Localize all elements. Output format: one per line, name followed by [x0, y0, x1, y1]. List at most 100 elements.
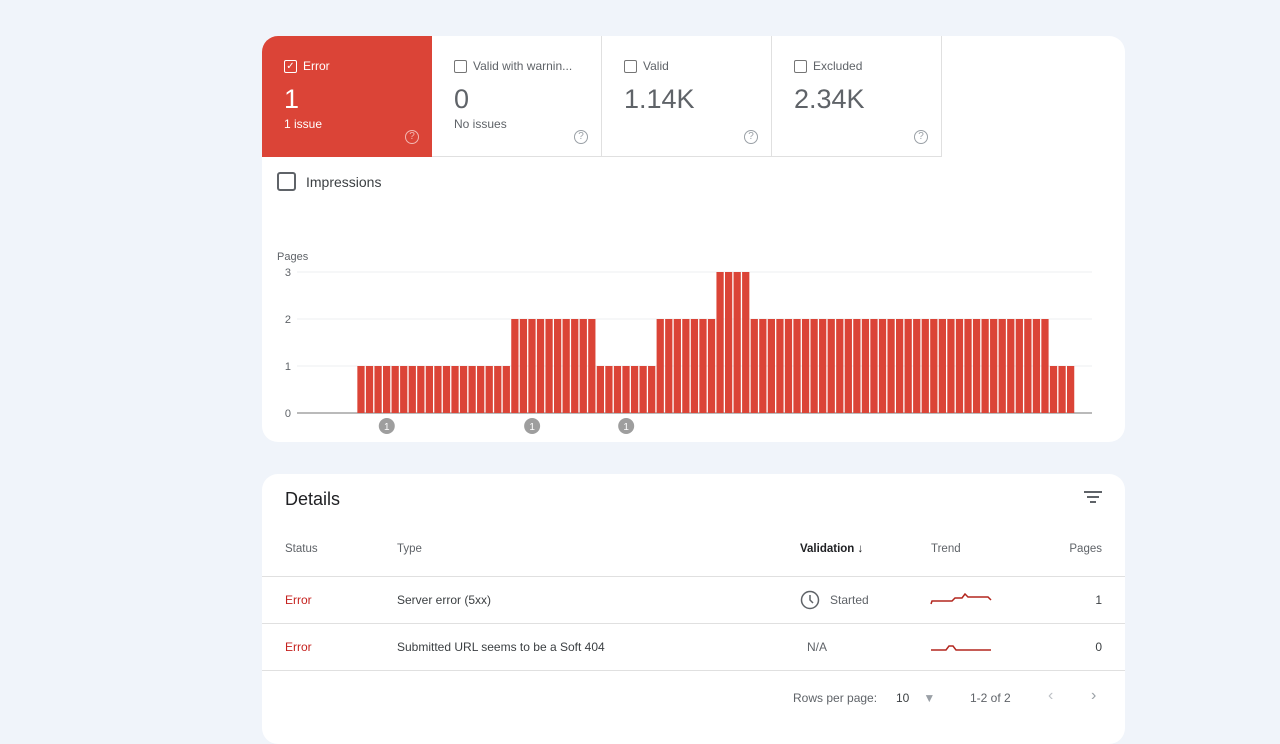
bar[interactable] — [408, 366, 416, 413]
bar[interactable] — [1041, 319, 1049, 413]
bar[interactable] — [1032, 319, 1041, 413]
bar[interactable] — [1007, 319, 1015, 413]
bar[interactable] — [759, 319, 767, 413]
bar[interactable] — [819, 319, 827, 413]
bar[interactable] — [579, 319, 587, 413]
bar[interactable] — [477, 366, 485, 413]
bar[interactable] — [1058, 366, 1066, 413]
checkbox-icon[interactable] — [454, 59, 467, 73]
bar[interactable] — [528, 319, 536, 413]
annotation-marker[interactable] — [618, 418, 635, 434]
bar[interactable] — [554, 319, 562, 413]
bar[interactable] — [725, 272, 733, 413]
bar[interactable] — [622, 366, 630, 413]
bar[interactable] — [485, 366, 493, 413]
bar[interactable] — [716, 272, 724, 413]
excluded-card[interactable]: Excluded 2.34K ? — [772, 36, 942, 157]
bar[interactable] — [605, 366, 613, 413]
bar[interactable] — [878, 319, 887, 413]
bar[interactable] — [990, 319, 998, 413]
bar[interactable] — [639, 366, 647, 413]
checkbox-icon[interactable] — [794, 59, 807, 73]
bar[interactable] — [1067, 366, 1075, 413]
header-status[interactable]: Status — [285, 543, 318, 555]
bar[interactable] — [596, 366, 604, 413]
valid-card[interactable]: Valid 1.14K ? — [602, 36, 772, 157]
bar[interactable] — [648, 366, 656, 413]
bar[interactable] — [425, 366, 433, 413]
bar[interactable] — [972, 319, 981, 413]
bar[interactable] — [613, 366, 622, 413]
bar[interactable] — [391, 366, 399, 413]
header-type[interactable]: Type — [397, 543, 422, 555]
header-pages[interactable]: Pages — [1069, 543, 1102, 555]
bar[interactable] — [417, 366, 425, 413]
bar[interactable] — [1024, 319, 1032, 413]
bar[interactable] — [955, 319, 964, 413]
bar[interactable] — [887, 319, 895, 413]
bar[interactable] — [383, 366, 391, 413]
rows-per-page-select[interactable]: 10 ▼ — [896, 691, 935, 705]
bar[interactable] — [442, 366, 451, 413]
bar[interactable] — [562, 319, 570, 413]
bar[interactable] — [365, 366, 374, 413]
bar[interactable] — [536, 319, 545, 413]
bar[interactable] — [913, 319, 921, 413]
bar[interactable] — [1049, 366, 1058, 413]
bar[interactable] — [630, 366, 639, 413]
bar[interactable] — [938, 319, 946, 413]
valid-warning-card[interactable]: Valid with warnin... 0 No issues ? — [432, 36, 602, 157]
bar[interactable] — [801, 319, 810, 413]
bar[interactable] — [750, 319, 758, 413]
checkbox-checked-icon[interactable]: ✓ — [284, 59, 297, 73]
bar[interactable] — [374, 366, 382, 413]
bar[interactable] — [947, 319, 955, 413]
bar[interactable] — [836, 319, 844, 413]
bar[interactable] — [682, 319, 690, 413]
next-page-button[interactable]: › — [1091, 687, 1097, 704]
help-icon[interactable]: ? — [914, 130, 928, 144]
bar[interactable] — [870, 319, 878, 413]
bar[interactable] — [921, 319, 929, 413]
annotation-marker[interactable] — [524, 418, 541, 434]
bar[interactable] — [784, 319, 793, 413]
checkbox-icon[interactable] — [277, 172, 296, 191]
bar[interactable] — [896, 319, 904, 413]
bar[interactable] — [981, 319, 989, 413]
header-validation[interactable]: Validation ↓ — [800, 543, 863, 555]
help-icon[interactable]: ? — [744, 130, 758, 144]
help-icon[interactable]: ? — [574, 130, 588, 144]
bar[interactable] — [511, 319, 519, 413]
bar[interactable] — [519, 319, 528, 413]
bar[interactable] — [844, 319, 852, 413]
bar[interactable] — [810, 319, 818, 413]
previous-page-button[interactable]: ‹ — [1048, 687, 1054, 704]
filter-icon[interactable] — [1084, 488, 1102, 506]
bar[interactable] — [964, 319, 972, 413]
bar[interactable] — [827, 319, 835, 413]
bar[interactable] — [588, 319, 596, 413]
bar[interactable] — [545, 319, 553, 413]
error-card[interactable]: ✓ Error 1 1 issue ? — [262, 36, 432, 157]
bar[interactable] — [707, 319, 716, 413]
bar[interactable] — [665, 319, 673, 413]
bar[interactable] — [767, 319, 775, 413]
impressions-toggle[interactable]: Impressions — [277, 172, 381, 191]
help-icon[interactable]: ? — [405, 130, 419, 144]
bar[interactable] — [459, 366, 468, 413]
annotation-marker[interactable] — [378, 418, 395, 434]
bar[interactable] — [793, 319, 801, 413]
bar[interactable] — [733, 272, 741, 413]
bar[interactable] — [400, 366, 408, 413]
bar[interactable] — [1015, 319, 1023, 413]
bar[interactable] — [357, 366, 365, 413]
bar[interactable] — [853, 319, 861, 413]
bar[interactable] — [699, 319, 707, 413]
bar[interactable] — [904, 319, 912, 413]
table-row[interactable]: Error Server error (5xx) Started 1 — [262, 576, 1125, 623]
bar[interactable] — [742, 272, 750, 413]
bar[interactable] — [434, 366, 442, 413]
table-row[interactable]: Error Submitted URL seems to be a Soft 4… — [262, 623, 1125, 670]
header-trend[interactable]: Trend — [931, 543, 961, 555]
bar[interactable] — [930, 319, 938, 413]
